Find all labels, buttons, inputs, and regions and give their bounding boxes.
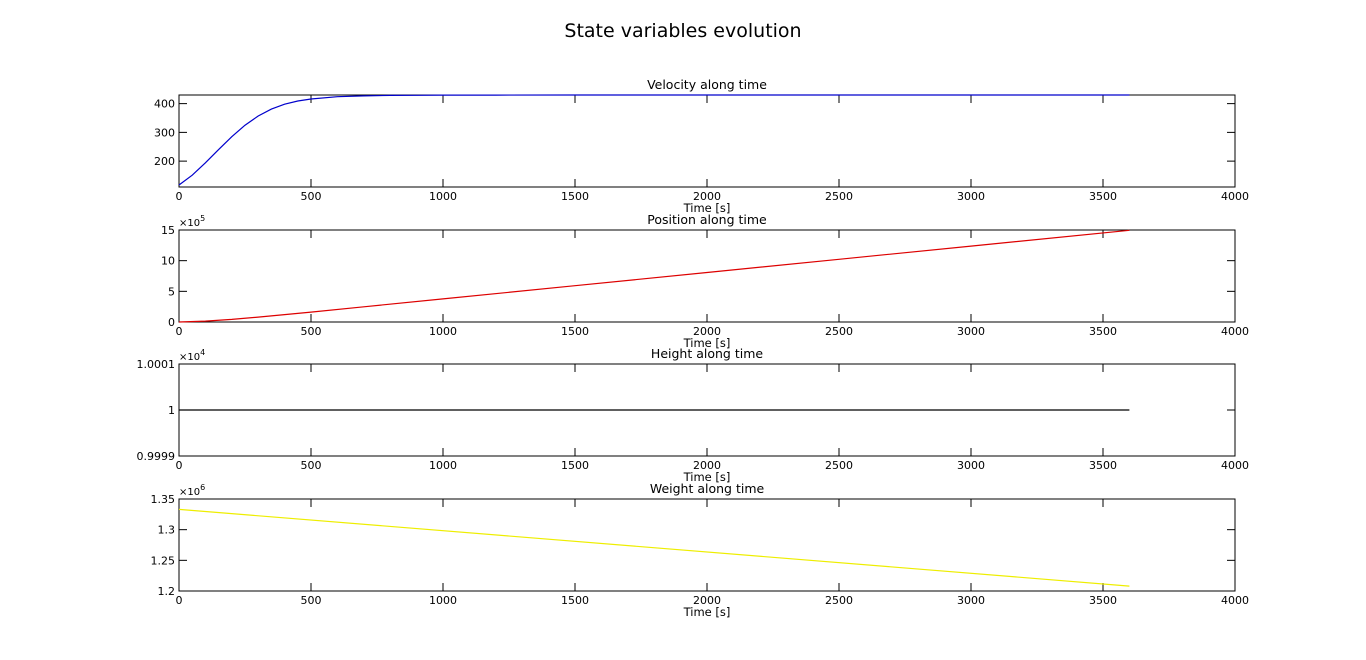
exponent-value: 6: [200, 483, 205, 492]
y-tick-label: 1.0001: [137, 358, 176, 371]
series-line-1: [178, 508, 1130, 587]
axes-box: [178, 229, 1236, 323]
figure-title: State variables evolution: [564, 20, 802, 42]
y-tick-label: 1.3: [158, 524, 176, 537]
y-tick-label: 1: [168, 404, 175, 417]
x-tick-label: 2000: [693, 325, 721, 338]
y-tick-label: 1.35: [151, 493, 176, 506]
x-tick-label: 1500: [561, 459, 589, 472]
x-tick-label: 3000: [957, 325, 985, 338]
x-tick-label: 1500: [561, 594, 589, 607]
x-tick-label: 2500: [825, 459, 853, 472]
x-tick-label: 4000: [1221, 325, 1249, 338]
subplot-title: Position along time: [647, 212, 767, 227]
x-axis-label: Time [s]: [683, 201, 731, 215]
x-tick-label: 3000: [957, 459, 985, 472]
x-tick-label: 500: [301, 459, 322, 472]
x-tick-label: 3500: [1089, 325, 1117, 338]
y-exponent-label: ×106: [179, 483, 205, 498]
subplot-title: Weight along time: [650, 481, 765, 496]
x-tick-label: 4000: [1221, 190, 1249, 203]
x-tick-label: 2500: [825, 190, 853, 203]
x-tick-label: 1000: [429, 190, 457, 203]
x-tick-label: 0: [176, 325, 183, 338]
y-tick-label: 400: [154, 98, 175, 111]
x-tick-label: 1000: [429, 459, 457, 472]
y-exponent-label: ×105: [179, 214, 205, 229]
x-tick-label: 500: [301, 594, 322, 607]
x-tick-label: 1500: [561, 325, 589, 338]
x-tick-label: 3000: [957, 190, 985, 203]
series-line-1: [178, 94, 1130, 186]
subplot-title: Velocity along time: [647, 77, 767, 92]
y-tick-label: 300: [154, 126, 175, 139]
x-tick-label: 1500: [561, 190, 589, 203]
exponent-value: 4: [200, 348, 205, 357]
x-axis-label: Time [s]: [683, 605, 731, 619]
exponent-value: 5: [200, 214, 205, 223]
y-tick-label: 200: [154, 155, 175, 168]
x-tick-label: 0: [176, 459, 183, 472]
x-tick-label: 4000: [1221, 594, 1249, 607]
subplot-1: 0 500 1000 1500 2000 2500 3000 3500 4000 200 300 40…: [154, 77, 1249, 215]
subplot-title: Height along time: [651, 346, 763, 361]
x-tick-label: 2000: [693, 594, 721, 607]
x-tick-label: 500: [301, 325, 322, 338]
x-tick-label: 0: [176, 190, 183, 203]
y-tick-label: 0: [168, 316, 175, 329]
series-line-1: [178, 229, 1130, 323]
x-tick-label: 0: [176, 594, 183, 607]
x-tick-label: 2500: [825, 325, 853, 338]
x-tick-label: 2000: [693, 459, 721, 472]
x-tick-label: 4000: [1221, 459, 1249, 472]
x-tick-label: 2000: [693, 190, 721, 203]
subplot-4: 0 500 1000 1500 2000 2500 3000 3500 4000 1.2 1.25 1…: [151, 481, 1250, 619]
x-tick-label: 1000: [429, 325, 457, 338]
y-tick-label: 1.2: [158, 585, 176, 598]
x-tick-label: 500: [301, 190, 322, 203]
y-tick-label: 1.25: [151, 554, 176, 567]
y-tick-label: 15: [161, 224, 175, 237]
x-axis-label: Time [s]: [683, 336, 731, 350]
subplot-3: 0 500 1000 1500 2000 2500 3000 3500 4000 0.9999 1 1…: [137, 346, 1250, 484]
y-tick-label: 5: [168, 285, 175, 298]
axes-box: [178, 94, 1236, 188]
subplot-2: 0 500 1000 1500 2000 2500 3000 3500 4000 0 5 10 15 ×1…: [161, 212, 1249, 350]
x-tick-label: 1000: [429, 594, 457, 607]
axes-box: [178, 498, 1236, 592]
y-tick-label: 0.9999: [137, 450, 176, 463]
x-axis-label: Time [s]: [683, 470, 731, 484]
x-tick-label: 2500: [825, 594, 853, 607]
x-tick-label: 3500: [1089, 459, 1117, 472]
x-tick-label: 3000: [957, 594, 985, 607]
y-exponent-label: ×104: [179, 348, 205, 363]
x-tick-label: 3500: [1089, 190, 1117, 203]
x-tick-label: 3500: [1089, 594, 1117, 607]
y-tick-label: 10: [161, 255, 175, 268]
